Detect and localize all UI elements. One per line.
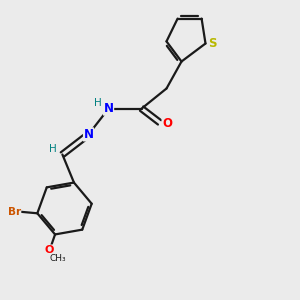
Text: Br: Br — [8, 207, 21, 217]
Text: CH₃: CH₃ — [50, 254, 66, 263]
Text: O: O — [162, 117, 172, 130]
Text: H: H — [94, 98, 102, 108]
Text: S: S — [208, 37, 216, 50]
Text: H: H — [49, 144, 57, 154]
Text: O: O — [45, 245, 54, 255]
Text: N: N — [83, 128, 94, 141]
Text: N: N — [103, 102, 114, 115]
